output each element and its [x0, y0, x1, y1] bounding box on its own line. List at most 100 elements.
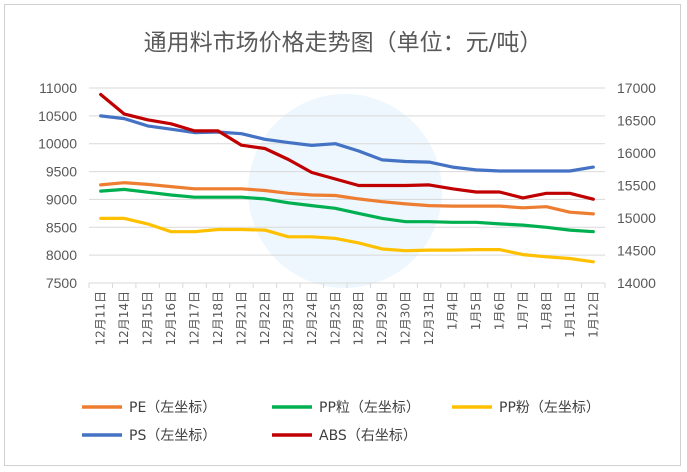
data-point	[521, 206, 525, 209]
data-point	[146, 222, 149, 226]
data-point	[123, 217, 126, 220]
x-tick-label: 12月16日	[164, 291, 178, 346]
data-point	[521, 253, 525, 256]
data-point	[263, 189, 267, 192]
data-point	[357, 149, 360, 153]
data-point	[498, 190, 501, 194]
left-tick-label: 9500	[46, 164, 77, 180]
data-point	[451, 221, 454, 224]
data-point	[310, 204, 313, 207]
data-point	[216, 228, 220, 231]
data-point	[240, 196, 243, 199]
data-point	[521, 223, 525, 227]
data-point	[310, 193, 313, 197]
left-tick-label: 8500	[46, 219, 77, 235]
data-point	[474, 248, 478, 251]
series-line-4	[99, 92, 595, 201]
data-point	[146, 191, 149, 194]
data-point	[545, 255, 548, 258]
data-point	[357, 241, 360, 245]
data-point	[427, 204, 431, 207]
right-tick-label: 16000	[617, 145, 656, 161]
data-point	[334, 142, 337, 145]
data-point	[310, 171, 313, 174]
x-tick-label: 12月14日	[117, 291, 131, 346]
x-tick-label: 1月6日	[492, 291, 506, 330]
data-point	[193, 196, 196, 199]
legend-label: PP粉（左坐标）	[499, 400, 600, 416]
legend-label: ABS（右坐标）	[319, 428, 417, 444]
data-point	[169, 122, 173, 126]
data-point	[310, 144, 313, 147]
x-tick-label: 12月23日	[281, 291, 295, 346]
x-tick-label: 1月7日	[516, 291, 530, 330]
left-tick-label: 10000	[38, 136, 77, 152]
data-point	[123, 188, 126, 191]
data-point	[287, 201, 290, 204]
data-point	[240, 144, 243, 147]
x-tick-label: 12月18日	[211, 291, 225, 346]
right-tick-label: 16500	[617, 113, 656, 129]
data-point	[99, 183, 102, 187]
data-point	[216, 187, 220, 190]
right-tick-label: 14000	[617, 275, 656, 291]
data-point	[146, 118, 149, 122]
data-point	[334, 194, 337, 197]
data-point	[404, 160, 407, 163]
data-point	[427, 160, 431, 164]
data-point	[498, 169, 501, 173]
data-point	[545, 226, 548, 229]
data-point	[99, 217, 102, 220]
data-point	[357, 197, 360, 201]
x-tick-label: 1月4日	[446, 291, 460, 330]
data-point	[474, 168, 478, 172]
data-point	[568, 257, 571, 260]
x-tick-label: 12月15日	[141, 291, 155, 346]
x-tick-label: 12月11日	[94, 291, 108, 346]
x-axis: 12月11日 12月14日 12月15日 12月16日 12月17日 12月18日 12月2…	[88, 283, 606, 346]
x-tick-label: 12月22日	[258, 291, 272, 346]
data-point	[381, 158, 384, 162]
x-tick-label: 12月29日	[375, 291, 389, 346]
data-point	[404, 220, 407, 223]
data-point	[146, 124, 149, 128]
data-point	[592, 212, 595, 216]
data-point	[568, 169, 571, 173]
data-point	[99, 114, 102, 118]
right-axis: 17000 16500 16000 15500 15000 14500 14000	[617, 80, 656, 291]
data-point	[451, 187, 454, 190]
data-point	[193, 230, 196, 233]
series-line-0	[99, 181, 595, 216]
right-tick-label: 17000	[617, 80, 656, 96]
data-point	[404, 184, 407, 187]
data-point	[521, 169, 525, 173]
data-point	[123, 181, 126, 184]
data-point	[381, 217, 384, 220]
data-point	[357, 212, 360, 215]
data-point	[357, 184, 360, 187]
right-tick-label: 15500	[617, 178, 656, 194]
left-tick-label: 8000	[46, 247, 77, 263]
x-tick-label: 12月17日	[188, 291, 202, 346]
data-point	[169, 185, 173, 188]
data-point	[193, 129, 196, 133]
data-point	[216, 129, 220, 133]
data-point	[498, 204, 501, 208]
data-point	[240, 228, 243, 231]
data-point	[193, 187, 196, 190]
series-layer	[99, 92, 595, 264]
data-point	[427, 220, 431, 223]
data-point	[592, 198, 595, 201]
data-point	[287, 141, 290, 144]
legend-label: PP粒（左坐标）	[319, 400, 420, 416]
data-point	[123, 117, 126, 120]
data-point	[568, 211, 571, 214]
data-point	[263, 138, 267, 141]
data-point	[334, 207, 337, 210]
x-tick-label: 12月21日	[234, 291, 248, 346]
x-tick-label: 1月11日	[563, 291, 577, 338]
data-point	[240, 187, 243, 190]
legend: PE（左坐标） PP粒（左坐标） PP粉（左坐标） PS（左坐标） ABS（右坐标）	[82, 400, 600, 444]
data-point	[381, 184, 384, 187]
data-point	[474, 190, 478, 194]
